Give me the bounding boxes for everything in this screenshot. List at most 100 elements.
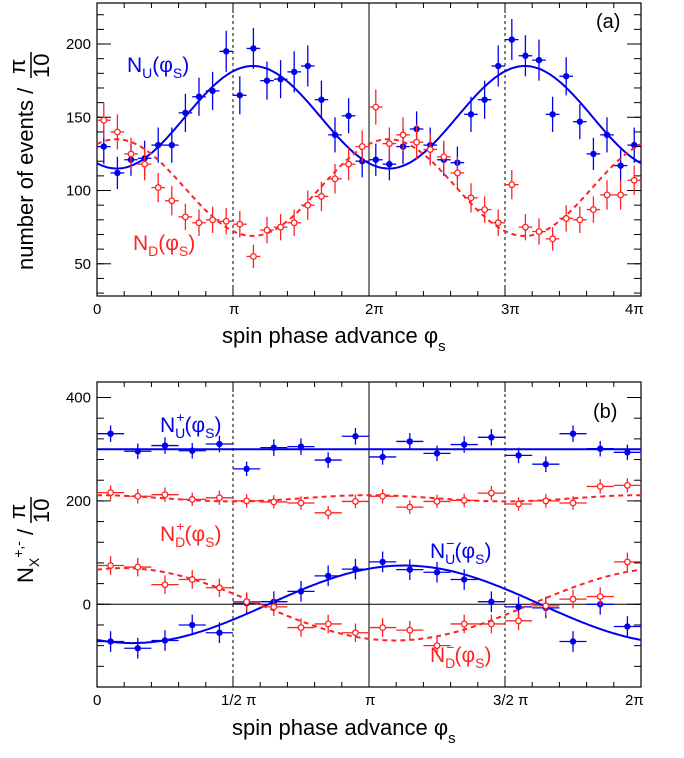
data-point (488, 598, 495, 605)
y-tick-label: 100 (66, 183, 91, 200)
y-tick-label: 200 (66, 36, 91, 53)
data-point (270, 603, 278, 611)
data-point (549, 111, 556, 118)
data-point (270, 444, 277, 451)
legend-label-nd: ND(φS) (133, 232, 195, 259)
data-point (236, 92, 244, 99)
svg-text:number of events /: number of events / (13, 87, 38, 270)
data-point (189, 447, 196, 454)
data-point (597, 445, 604, 452)
data-point (576, 118, 584, 125)
data-point (324, 509, 332, 517)
data-point (216, 629, 223, 636)
data-point (467, 111, 475, 118)
data-point (569, 430, 577, 437)
svg-text:10: 10 (29, 499, 54, 523)
fit-curve (96, 138, 642, 237)
panel-b-ylabel: NX+,- / π 10 (5, 497, 54, 583)
data-point (515, 617, 523, 625)
data-point (161, 491, 169, 499)
data-point (617, 191, 625, 199)
svg-text:NU+(φS): NU+(φS) (160, 409, 221, 441)
data-point (236, 220, 244, 228)
data-point (352, 565, 359, 573)
data-point (324, 572, 332, 580)
data-point (623, 558, 631, 566)
data-point (345, 160, 353, 168)
data-point (270, 498, 278, 506)
x-tick-label: π (365, 692, 375, 709)
data-point (113, 128, 121, 136)
x-tick-label: 3π (501, 301, 520, 318)
panel-a-label: (a) (596, 11, 620, 33)
data-point (542, 460, 550, 468)
x-tick-label: 4π (625, 301, 644, 318)
data-point (433, 569, 441, 576)
legend-label-nd-plus: ND+(φS) (160, 518, 221, 550)
svg-text:spin phase advance φs: spin phase advance φs (222, 323, 446, 355)
data-point (304, 62, 311, 70)
data-point (331, 131, 339, 139)
data-point (495, 62, 502, 70)
data-point (576, 216, 584, 224)
fit-curve (96, 567, 642, 642)
data-point (243, 598, 251, 606)
data-point (161, 442, 169, 449)
legend-label-nu-plus: NU+(φS) (160, 409, 221, 441)
data-point (596, 593, 604, 600)
data-point (134, 448, 141, 455)
x-tick-label: 0 (93, 301, 101, 318)
data-point (372, 156, 379, 163)
data-point (161, 637, 169, 644)
data-point (406, 503, 414, 511)
data-point (631, 141, 638, 149)
y-tick-label: 200 (66, 493, 91, 510)
data-point (195, 93, 203, 100)
data-point (590, 150, 597, 158)
data-point (318, 96, 325, 103)
data-point (154, 184, 162, 192)
data-point (542, 602, 550, 610)
legend-label-nd-minus: ND−(φS) (430, 639, 491, 671)
data-point (487, 489, 495, 497)
data-point (243, 497, 251, 505)
data-point (413, 138, 421, 146)
data-point (508, 36, 516, 43)
data-point (569, 638, 577, 645)
data-point (107, 430, 114, 437)
data-point (297, 443, 305, 450)
data-point (406, 438, 414, 445)
data-point (317, 192, 325, 200)
svg-text:spin phase advance φs: spin phase advance φs (232, 715, 456, 747)
data-point (249, 252, 257, 260)
data-point (569, 499, 577, 507)
data-point (379, 624, 387, 632)
data-point (209, 216, 217, 224)
data-point (127, 150, 135, 158)
data-point (386, 160, 393, 168)
data-point (182, 109, 189, 117)
series-1-3 (96, 552, 642, 655)
data-point (603, 191, 611, 199)
panel-b: 0 1/2 π π 3/2 π 2π 0 200 400 (66, 381, 644, 709)
svg-text:NU(φS): NU(φS) (127, 54, 189, 81)
data-point (290, 68, 298, 76)
data-point (263, 226, 271, 234)
data-point (433, 450, 441, 457)
data-point (623, 481, 631, 489)
data-point (379, 492, 387, 500)
data-point (297, 588, 305, 595)
data-point (406, 626, 414, 634)
data-point (188, 576, 196, 583)
x-tick-label: 2π (625, 692, 644, 709)
data-point (617, 162, 624, 169)
data-point (406, 566, 414, 573)
data-point (134, 563, 142, 571)
data-point (324, 620, 332, 628)
data-point (250, 45, 257, 52)
y-tick-label: 400 (66, 390, 91, 407)
data-point (630, 176, 638, 184)
data-point (569, 595, 577, 603)
data-point (460, 441, 468, 448)
